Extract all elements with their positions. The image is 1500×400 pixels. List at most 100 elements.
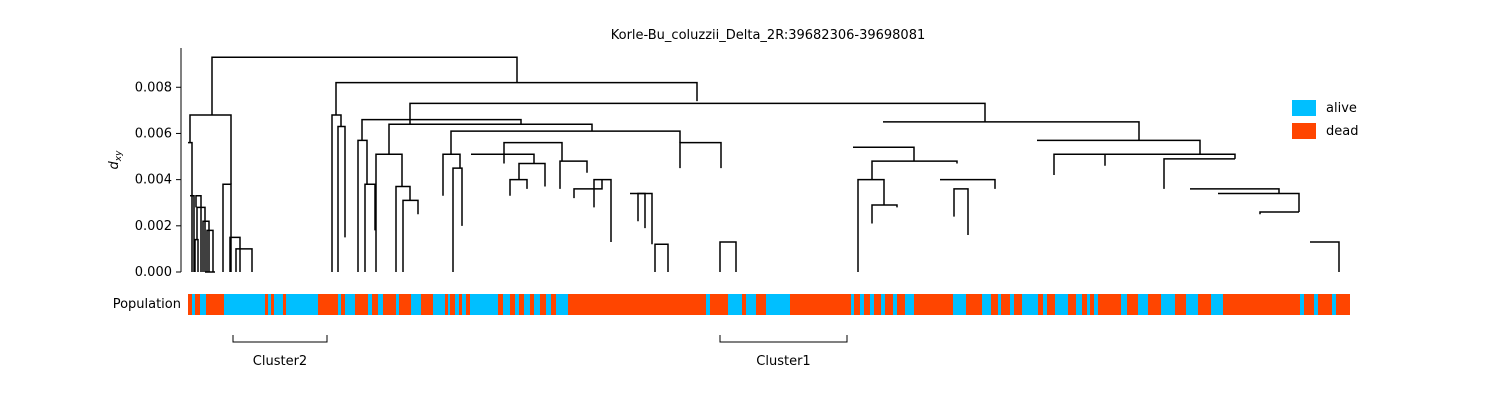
population-segment-dead-44 (551, 294, 556, 315)
population-segment-dead-84 (1090, 294, 1094, 315)
legend-label-alive: alive (1326, 101, 1357, 116)
population-segment-dead-30 (459, 294, 462, 315)
dendrogram-link-8 (222, 183, 232, 272)
population-segment-alive-41 (534, 294, 540, 315)
dendrogram-link-21 (395, 185, 411, 272)
population-segment-alive-97 (1300, 294, 1304, 315)
dendrogram-link-40 (853, 146, 915, 162)
population-segment-alive-83 (1087, 294, 1090, 315)
population-segment-alive-57 (860, 294, 864, 315)
dendrogram-link-10 (235, 248, 253, 272)
dendrogram-link-50 (1139, 153, 1236, 159)
population-segment-dead-62 (885, 294, 893, 315)
population-segment-dead-36 (510, 294, 515, 315)
population-segment-dead-52 (756, 294, 766, 315)
population-segment-alive-53 (766, 294, 790, 315)
cluster-bracket-1 (719, 335, 848, 343)
y-axis: 0.000 0.002 0.004 0.006 0.008 (135, 48, 182, 280)
population-segment-dead-24 (421, 294, 433, 315)
population-segment-dead-26 (445, 294, 448, 315)
population-segment-alive-3 (200, 294, 206, 315)
dendrogram-link-19 (388, 123, 593, 155)
population-segment-dead-8 (271, 294, 274, 315)
population-segment-dead-94 (1198, 294, 1211, 315)
population-segment-dead-56 (854, 294, 860, 315)
dendrogram-link-27 (471, 153, 535, 164)
population-segment-alive-23 (411, 294, 421, 315)
population-segment-alive-91 (1161, 294, 1175, 315)
population-segment-dead-28 (450, 294, 455, 315)
dendrogram-link-14 (331, 114, 342, 272)
population-segment-alive-65 (905, 294, 914, 315)
dendrogram-link-35 (637, 192, 653, 245)
y-tick-label-4: 0.008 (135, 80, 172, 95)
dendrogram-link-18 (364, 183, 376, 272)
population-segment-dead-82 (1082, 294, 1087, 315)
dendrogram-link-38 (719, 241, 737, 272)
population-segment-alive-95 (1211, 294, 1223, 315)
population-segment-alive-89 (1138, 294, 1148, 315)
dendrogram-link-23 (409, 102, 986, 125)
population-segment-alive-87 (1121, 294, 1127, 315)
population-segment-dead-48 (710, 294, 728, 315)
population-segment-alive-27 (448, 294, 450, 315)
dendrogram-link-55 (1310, 241, 1340, 272)
population-segment-alive-67 (953, 294, 966, 315)
dendrogram-link-16 (361, 118, 522, 141)
population-segment-alive-11 (286, 294, 318, 315)
population-segment-alive-101 (1332, 294, 1336, 315)
population-segment-dead-46 (568, 294, 706, 315)
dendrogram-link-13 (335, 81, 698, 115)
population-segment-alive-7 (268, 294, 271, 315)
dendrogram-link-33 (593, 178, 612, 242)
dendrogram-link-29 (518, 162, 546, 187)
population-segment-dead-72 (1001, 294, 1010, 315)
population-segment-dead-16 (355, 294, 368, 315)
dendrogram-link-48 (1053, 153, 1106, 176)
population-segment-dead-6 (265, 294, 268, 315)
population-segment-dead-66 (914, 294, 953, 315)
population-label: Population (113, 297, 181, 312)
cluster-annotations: Cluster2 Cluster1 (232, 335, 848, 369)
dendrogram-link-15 (337, 125, 346, 272)
cluster-label-1: Cluster1 (756, 354, 810, 369)
population-segment-alive-79 (1055, 294, 1068, 315)
population-segment-dead-34 (498, 294, 503, 315)
population-segment-dead-70 (991, 294, 998, 315)
population-segment-alive-39 (524, 294, 530, 315)
dendrogram-link-28 (503, 141, 563, 164)
population-bar (188, 294, 1350, 315)
legend: alive dead (1292, 100, 1358, 139)
population-segment-alive-49 (728, 294, 742, 315)
y-tick-label-3: 0.006 (135, 126, 172, 141)
dendrogram-link-47 (1037, 139, 1201, 155)
population-segment-alive-15 (345, 294, 355, 315)
y-axis-label: dxy (107, 150, 124, 170)
population-segment-alive-93 (1186, 294, 1198, 315)
legend-swatch-dead (1292, 123, 1316, 139)
population-segment-alive-59 (870, 294, 874, 315)
dendrogram-link-31 (559, 160, 588, 189)
y-axis-label-main: d (107, 160, 122, 169)
dendrogram-link-1 (190, 195, 195, 272)
population-segment-dead-60 (874, 294, 881, 315)
population-segment-dead-42 (540, 294, 546, 315)
population-segment-alive-35 (503, 294, 510, 315)
population-segment-dead-74 (1014, 294, 1022, 315)
population-segment-alive-47 (706, 294, 710, 315)
population-segment-alive-73 (1010, 294, 1014, 315)
population-segment-alive-55 (851, 294, 854, 315)
population-segment-dead-100 (1318, 294, 1332, 315)
dendrogram-link-0 (188, 141, 193, 272)
cluster-label-0: Cluster2 (253, 354, 307, 369)
dendrogram-link-5 (206, 229, 214, 272)
population-segment-dead-10 (283, 294, 286, 315)
dendrogram-link-45 (953, 188, 969, 236)
population-segment-dead-4 (206, 294, 224, 315)
population-segment-alive-21 (396, 294, 399, 315)
dendrogram-link-22 (402, 199, 419, 272)
dendrogram-link-41 (871, 160, 958, 180)
population-segment-dead-102 (1336, 294, 1350, 315)
population-segment-alive-33 (470, 294, 498, 315)
